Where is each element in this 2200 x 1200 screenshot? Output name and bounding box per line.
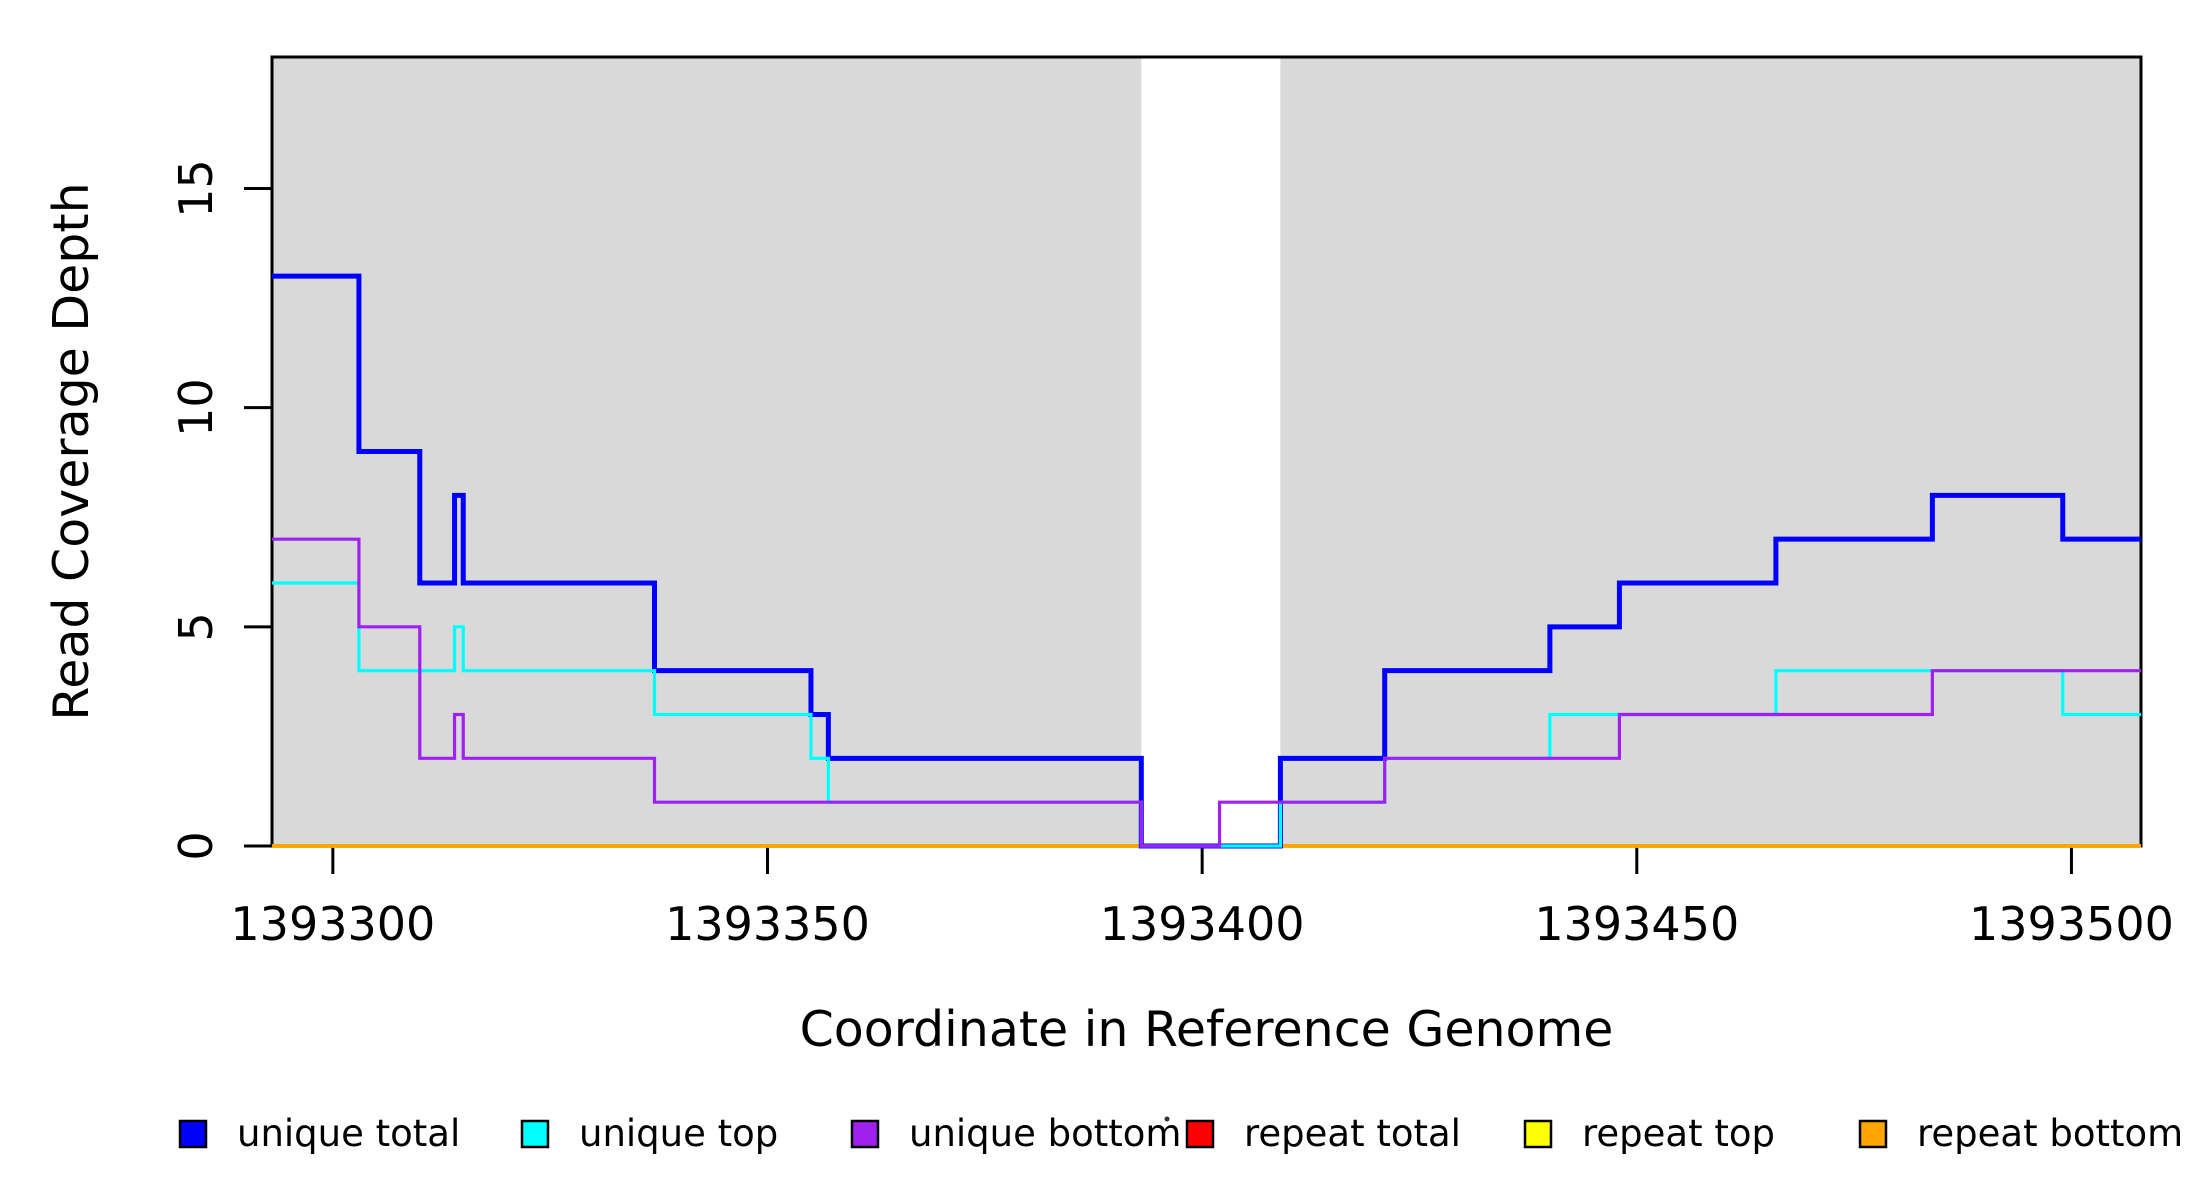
x-tick-label: 1393300	[230, 897, 435, 951]
legend-label: unique total	[237, 1112, 460, 1155]
y-tick-label: 0	[169, 831, 223, 860]
y-axis-title: Read Coverage Depth	[43, 182, 100, 720]
legend-item-unique-total: unique total	[178, 1112, 460, 1155]
x-tick-label: 1393350	[665, 897, 870, 951]
legend-swatch-repeat-bottom	[1858, 1119, 1888, 1149]
legend-item-repeat-top: repeat top	[1523, 1112, 1775, 1155]
series-line-unique-bottom	[272, 537, 2141, 848]
legend-swatch-repeat-total	[1185, 1119, 1215, 1149]
shaded-region-2	[1280, 57, 2141, 846]
legend-item-unique-bottom: unique bottom	[850, 1112, 1181, 1155]
y-tick-label: 15	[169, 159, 223, 218]
x-axis: 1393300 1393350 1393400 1393450 1393500	[230, 846, 2174, 951]
x-tick-label: 1393400	[1100, 897, 1305, 951]
legend-label: unique top	[579, 1112, 778, 1155]
legend-swatch-repeat-top	[1523, 1119, 1553, 1149]
legend-label: repeat total	[1244, 1112, 1461, 1155]
x-tick-label: 1393450	[1534, 897, 1739, 951]
y-tick-label: 5	[169, 612, 223, 641]
legend-label: repeat bottom	[1917, 1112, 2183, 1155]
legend-item-unique-top: unique top	[520, 1112, 778, 1155]
legend-label: repeat top	[1582, 1112, 1775, 1155]
legend: unique total unique top unique bottom repea…	[178, 1112, 2183, 1155]
x-axis-title: Coordinate in Reference Genome	[800, 1001, 1614, 1058]
legend-swatch-unique-bottom	[850, 1119, 880, 1149]
stray-dot	[1164, 1116, 1170, 1122]
legend-label: unique bottom	[909, 1112, 1181, 1155]
legend-swatch-unique-top	[520, 1119, 550, 1149]
legend-item-repeat-bottom: repeat bottom	[1858, 1112, 2183, 1155]
legend-item-repeat-total: repeat total	[1185, 1112, 1461, 1155]
legend-swatch-unique-total	[178, 1119, 208, 1149]
x-tick-label: 1393500	[1969, 897, 2174, 951]
y-axis: 0 5 10 15	[169, 159, 272, 861]
y-tick-label: 10	[169, 378, 223, 437]
